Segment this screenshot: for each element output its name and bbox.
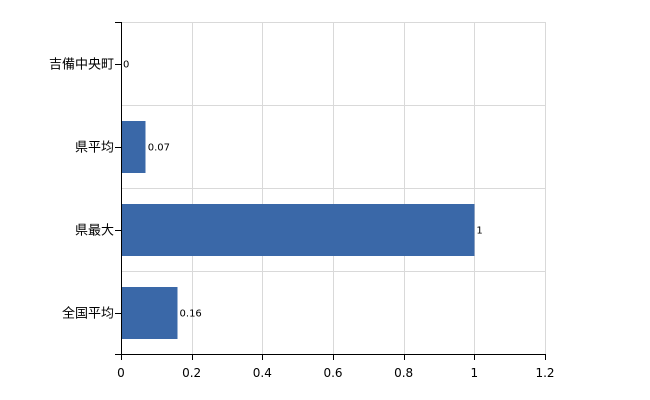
category-label: 県最大 (75, 224, 114, 239)
grid-lines (121, 22, 546, 355)
data-label: 1 (476, 226, 482, 237)
category-label: 全国平均 (62, 306, 114, 322)
category-label: 吉備中央町 (49, 57, 114, 73)
x-tick-label: 1.2 (535, 366, 554, 380)
x-tick-label: 0.6 (323, 366, 342, 380)
bar (121, 287, 178, 339)
x-tick-label: 0 (117, 366, 125, 380)
x-tick-label: 0.2 (182, 366, 201, 380)
bars (121, 121, 475, 339)
data-label: 0 (123, 60, 129, 71)
data-label: 0.07 (148, 143, 170, 154)
category-label: 県平均 (75, 141, 114, 156)
x-tick-label: 0.8 (394, 366, 413, 380)
bar (121, 204, 475, 256)
labels: 0 0.2 0.4 0.6 0.8 1 1.2 吉備中央町 0 県平均 0.07 県最大 1 全国平均 0.… (49, 57, 555, 381)
axes (115, 22, 546, 360)
bar (121, 121, 146, 173)
x-tick-label: 0.4 (253, 366, 272, 380)
data-label: 0.16 (180, 309, 202, 320)
x-tick-label: 1 (471, 366, 479, 380)
